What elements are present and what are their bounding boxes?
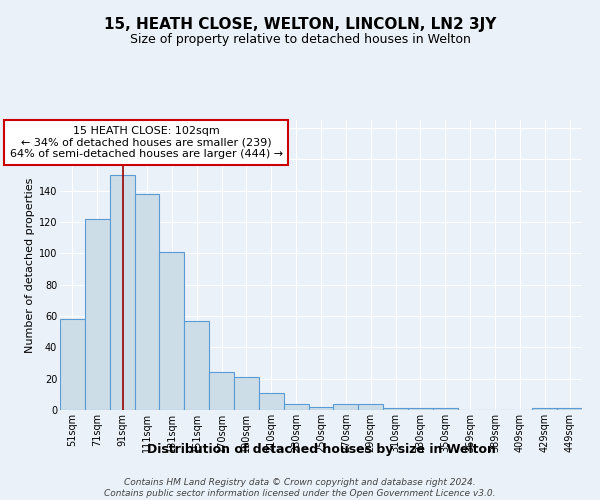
Text: Distribution of detached houses by size in Welton: Distribution of detached houses by size … (146, 442, 496, 456)
Bar (85, 219, 110, 410)
Bar (160, 252, 184, 410)
Bar (209, 372, 234, 410)
Bar (308, 407, 334, 410)
Bar (259, 393, 284, 410)
Text: Contains HM Land Registry data © Crown copyright and database right 2024.
Contai: Contains HM Land Registry data © Crown c… (104, 478, 496, 498)
Bar (383, 408, 408, 410)
Text: 15 HEATH CLOSE: 102sqm
← 34% of detached houses are smaller (239)
64% of semi-de: 15 HEATH CLOSE: 102sqm ← 34% of detached… (10, 126, 283, 159)
Bar (284, 404, 308, 410)
Bar (184, 320, 209, 410)
Text: Size of property relative to detached houses in Welton: Size of property relative to detached ho… (130, 32, 470, 46)
Bar (408, 408, 433, 410)
Bar (134, 194, 160, 410)
Bar (557, 408, 582, 410)
Text: 15, HEATH CLOSE, WELTON, LINCOLN, LN2 3JY: 15, HEATH CLOSE, WELTON, LINCOLN, LN2 3J… (104, 18, 496, 32)
Bar (334, 404, 358, 410)
Bar (60, 319, 85, 410)
Bar (110, 175, 134, 410)
Bar (433, 408, 458, 410)
Bar (358, 404, 383, 410)
Y-axis label: Number of detached properties: Number of detached properties (25, 178, 35, 352)
Bar (234, 377, 259, 410)
Bar (532, 408, 557, 410)
